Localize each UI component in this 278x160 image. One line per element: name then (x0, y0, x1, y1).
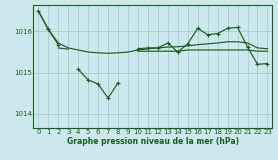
X-axis label: Graphe pression niveau de la mer (hPa): Graphe pression niveau de la mer (hPa) (67, 137, 239, 146)
